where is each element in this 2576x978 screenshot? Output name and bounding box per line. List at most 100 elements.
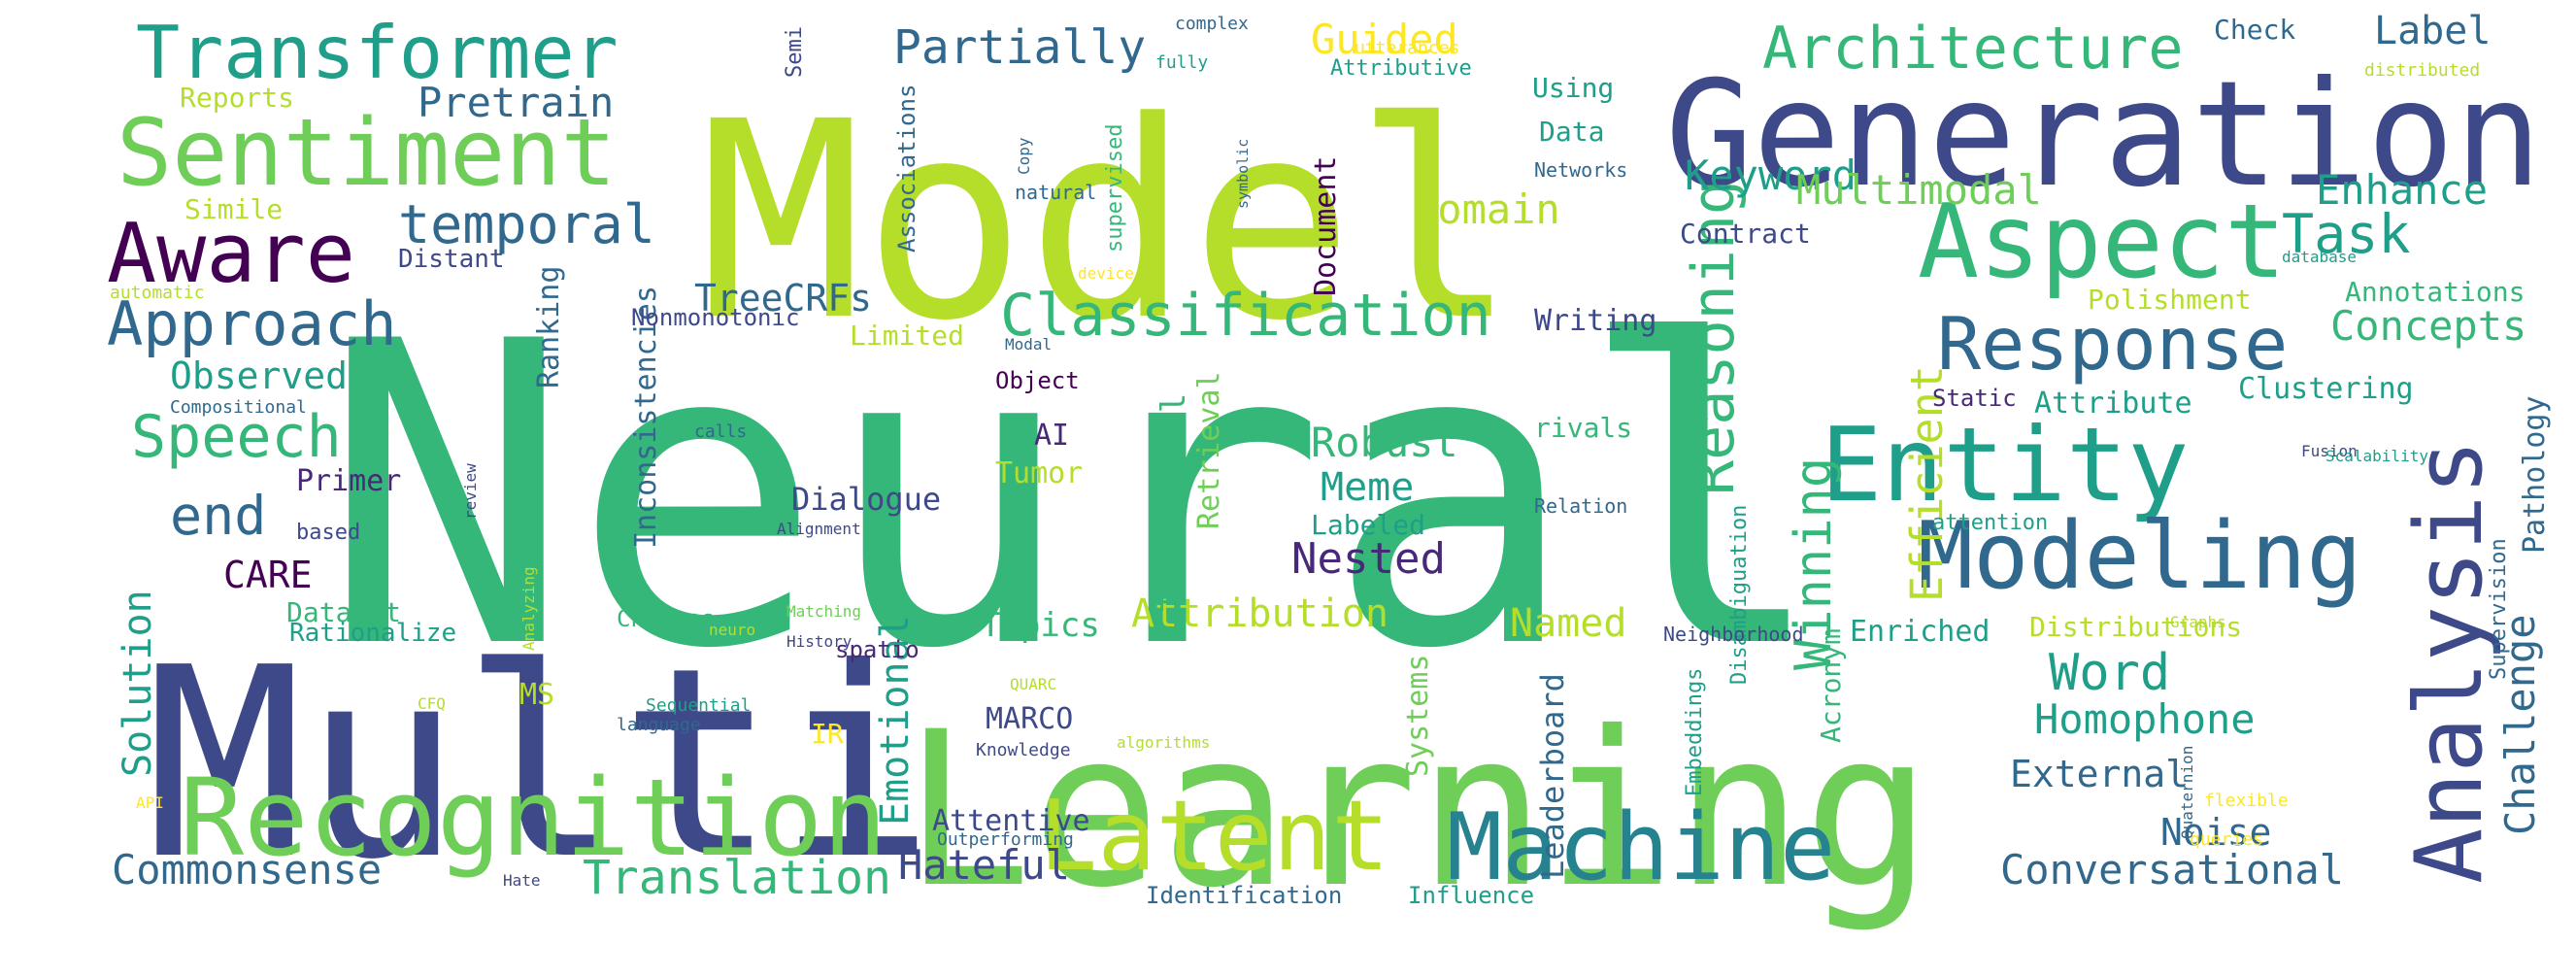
cloud-word: Influence [1408, 882, 1534, 909]
cloud-word: Pretrain [418, 79, 614, 126]
cloud-word: Multimodal [1796, 166, 2042, 214]
cloud-word: Check [2214, 14, 2295, 46]
cloud-word: Topics [981, 606, 1100, 645]
cloud-word: IR [811, 718, 844, 750]
cloud-word: Nonmonotonic [631, 304, 799, 331]
cloud-word: Sequential [646, 695, 751, 716]
cloud-word: Embeddings [1683, 668, 1707, 796]
cloud-word: Pathology [2518, 395, 2552, 554]
cloud-word: Reports [180, 82, 294, 114]
cloud-word: device [1078, 264, 1134, 283]
cloud-word: Enriched [1850, 615, 1991, 649]
cloud-word: Homophone [2034, 695, 2256, 743]
cloud-word: History [786, 632, 853, 651]
cloud-word: temporal [398, 193, 655, 255]
cloud-word: Efficient [1901, 365, 1953, 602]
cloud-word: distributed [2364, 60, 2480, 81]
cloud-word: Inconsistencies [629, 286, 663, 549]
cloud-word: Solution [116, 590, 160, 777]
cloud-word: Supervision [2487, 538, 2511, 680]
cloud-word: Nested [1291, 534, 1446, 584]
cloud-word: AI [1034, 419, 1069, 453]
cloud-word: External [2010, 753, 2188, 795]
cloud-word: attention [1932, 511, 2048, 535]
cloud-word: Data [1539, 116, 1604, 148]
cloud-word: Outperforming [937, 829, 1074, 850]
cloud-word: Emotional [873, 615, 918, 826]
cloud-word: Fusion [2301, 442, 2358, 460]
cloud-word: Transformer [136, 10, 619, 95]
cloud-word: Noise [2160, 811, 2271, 854]
cloud-word: Quaternion [2178, 746, 2196, 839]
cloud-word: Semi [783, 26, 807, 78]
cloud-word: Domain [1413, 185, 1560, 233]
cloud-word: Distributions [2029, 611, 2242, 643]
cloud-word: Traditional [1154, 393, 1193, 612]
cloud-word: Modal [1005, 335, 1052, 354]
cloud-word: Ranking [532, 266, 566, 388]
cloud-word: Annotations [2345, 276, 2525, 308]
cloud-word: Hateful [898, 841, 1070, 889]
cloud-word: Disambiguation [1727, 505, 1752, 685]
cloud-word: Architecture [1762, 15, 2183, 83]
cloud-word: review [461, 463, 480, 520]
cloud-word: Modeling [1918, 503, 2362, 610]
cloud-word: Identification [1146, 882, 1342, 909]
cloud-word: Label [2374, 9, 2491, 53]
cloud-word: Entity [1821, 406, 2189, 524]
cloud-word: Recognition [180, 756, 887, 880]
cloud-word: Neural [320, 254, 1828, 740]
cloud-word: Limited [850, 320, 964, 352]
cloud-word: automatic [110, 283, 205, 303]
cloud-word: Aware [107, 206, 355, 302]
cloud-word: Associations [893, 84, 920, 253]
cloud-word: Named [1510, 601, 1626, 646]
cloud-word: Polishment [2088, 284, 2252, 316]
cloud-word: end [170, 485, 266, 547]
cloud-word: Choices [617, 605, 715, 632]
cloud-word: calls [694, 422, 747, 442]
cloud-word: symbolic [1234, 139, 1252, 209]
cloud-word: Static [1932, 385, 2017, 412]
cloud-word: Dialogue [791, 481, 941, 518]
cloud-word: Reasoning [1680, 180, 1748, 495]
cloud-word: Classification [1000, 282, 1491, 350]
cloud-word: queries [2190, 829, 2263, 850]
cloud-word: Learning [903, 686, 1932, 934]
cloud-word: Simile [184, 193, 283, 225]
cloud-word: Analysis [2396, 439, 2503, 884]
cloud-word: Knowledge [976, 740, 1071, 760]
cloud-word: Model [699, 64, 1518, 381]
cloud-word: Machine [1447, 794, 1835, 901]
cloud-word: TreeCRFs [694, 277, 872, 320]
cloud-word: language [617, 715, 701, 735]
cloud-word: fully [1155, 52, 1208, 73]
cloud-word: Task [2282, 203, 2410, 265]
cloud-word: Dataset [286, 596, 401, 628]
cloud-word: Analyzing [519, 566, 538, 651]
cloud-word: natural [1015, 181, 1096, 204]
cloud-word: based [296, 521, 360, 545]
cloud-word: Latent [1039, 779, 1389, 893]
cloud-word: Winning [1785, 457, 1843, 670]
cloud-word: MS [519, 678, 554, 712]
cloud-word: Acronym [1815, 628, 1847, 743]
cloud-word: utterances [1355, 38, 1459, 58]
cloud-word: Neighborhood [1663, 623, 1804, 646]
cloud-word: spatio [835, 636, 920, 663]
cloud-word: Attribute [2034, 387, 2192, 421]
cloud-word: flexible [2204, 791, 2289, 811]
cloud-word: Response [1937, 301, 2288, 387]
cloud-word: Writing [1534, 304, 1656, 338]
cloud-word: Robust [1311, 419, 1458, 466]
cloud-word: Rationalize [289, 619, 456, 648]
cloud-word: Clustering [2238, 372, 2414, 406]
cloud-word: Word [2049, 644, 2170, 702]
cloud-word: Hate [503, 871, 541, 890]
cloud-word: Compositional [170, 397, 307, 418]
cloud-word: Challenge [2496, 614, 2544, 835]
cloud-word: Translation [583, 851, 891, 905]
cloud-word: Guided [1311, 16, 1458, 63]
